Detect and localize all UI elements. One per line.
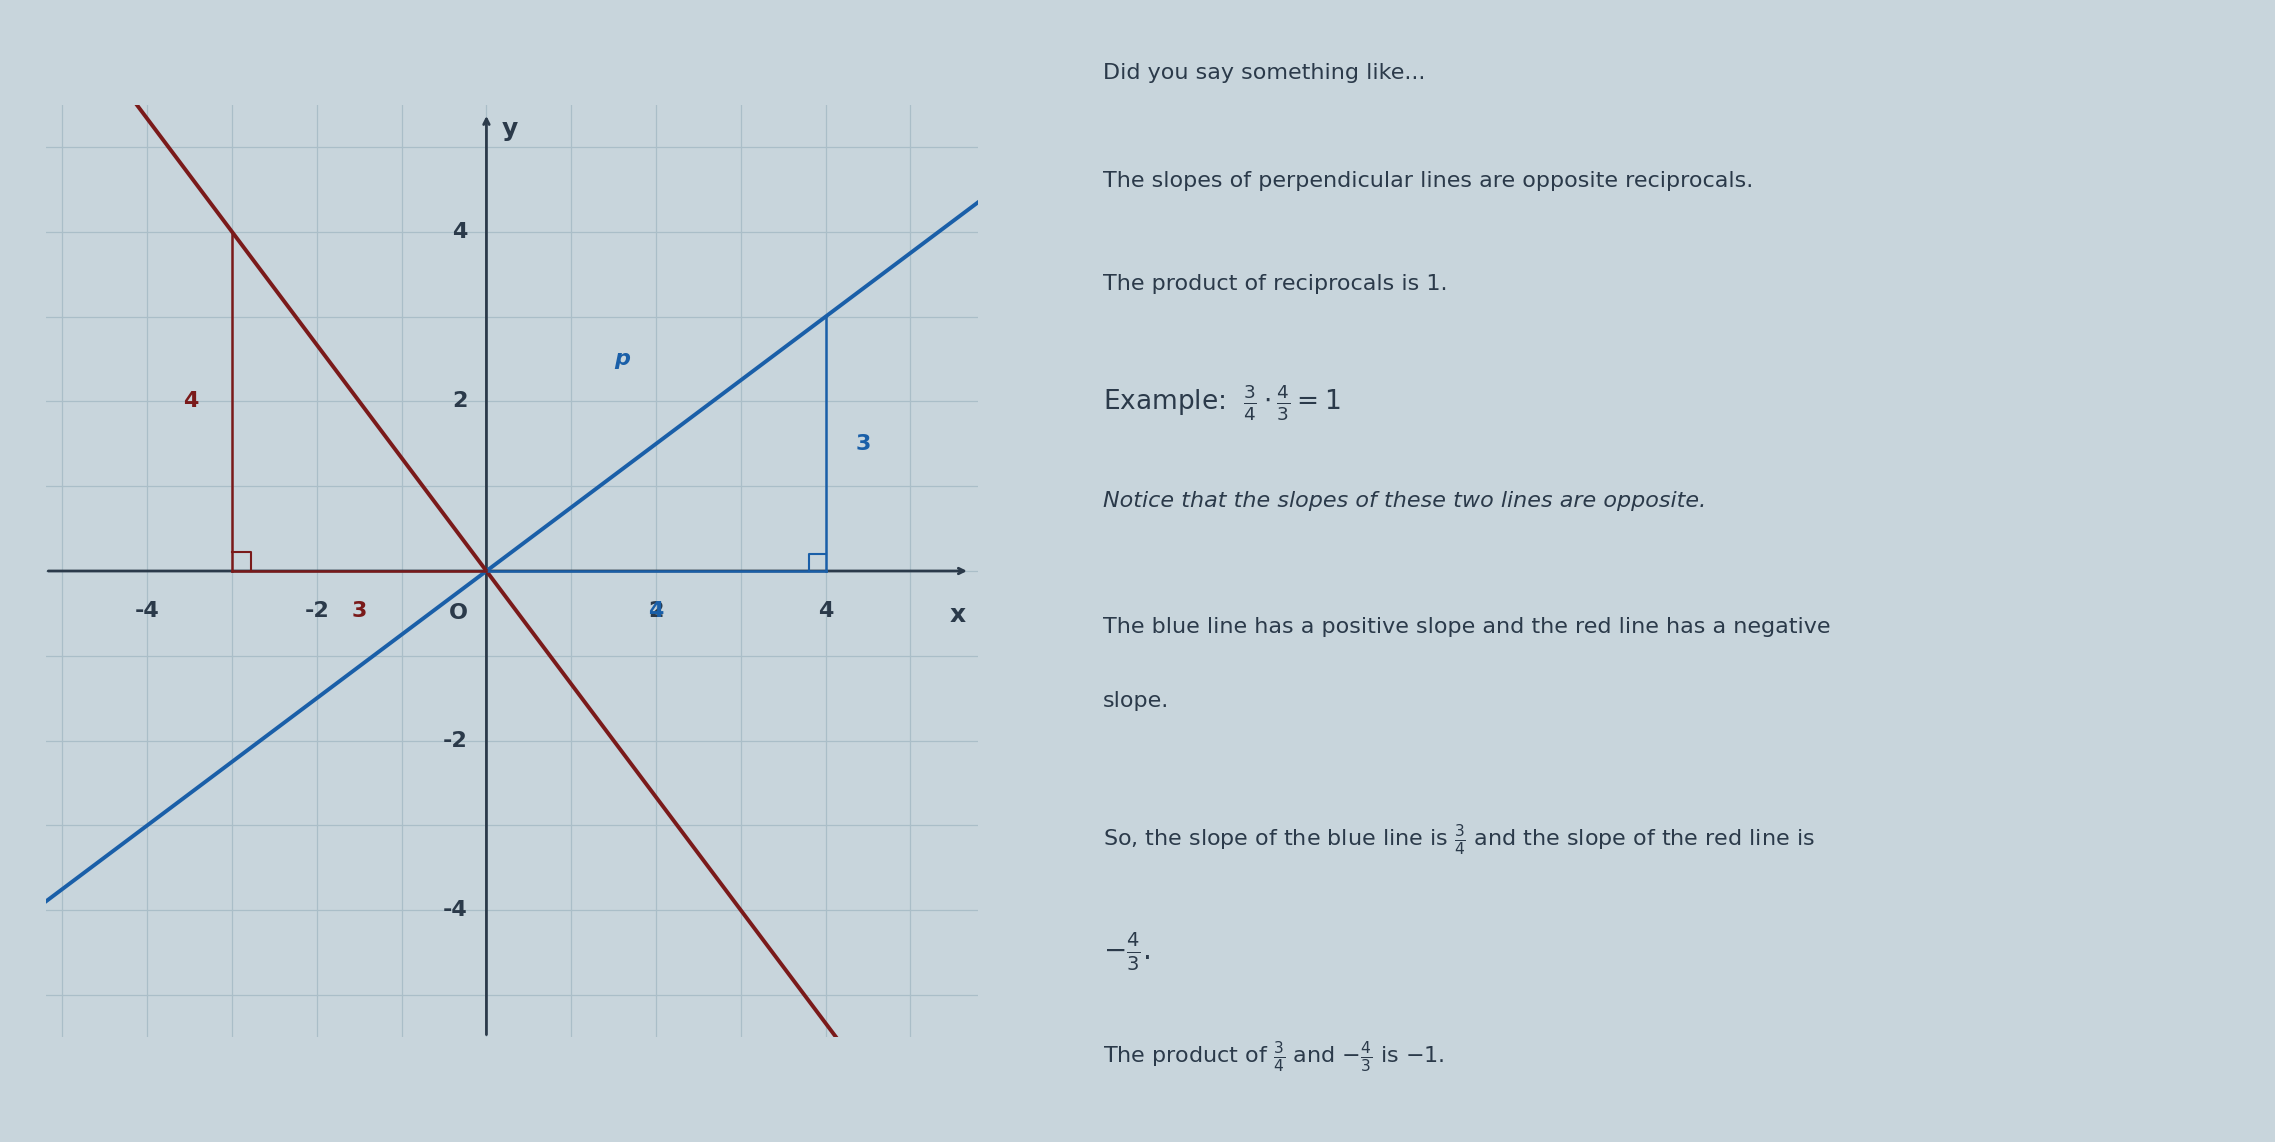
Text: How do the slopes of p...: How do the slopes of p...	[1040, 29, 1315, 49]
Text: Example:  $\frac{3}{4} \cdot \frac{4}{3} = 1$: Example: $\frac{3}{4} \cdot \frac{4}{3} …	[1103, 383, 1340, 423]
Text: Notice that the slopes of these two lines are opposite.: Notice that the slopes of these two line…	[1103, 491, 1706, 512]
Text: -4: -4	[134, 601, 159, 621]
Text: -2: -2	[444, 731, 469, 750]
Text: The product of $\frac{3}{4}$ and $-\frac{4}{3}$ is $-1$.: The product of $\frac{3}{4}$ and $-\frac…	[1103, 1039, 1445, 1075]
Text: So, the slope of the blue line is $\frac{3}{4}$ and the slope of the red line is: So, the slope of the blue line is $\frac…	[1103, 822, 1815, 858]
Text: p: p	[614, 349, 630, 369]
Text: x: x	[949, 603, 965, 627]
Text: 2: 2	[648, 601, 664, 621]
Text: 4: 4	[453, 222, 469, 242]
Text: 4: 4	[648, 601, 664, 621]
Text: y: y	[503, 118, 519, 142]
Text: The slopes of perpendicular lines are opposite reciprocals.: The slopes of perpendicular lines are op…	[1103, 171, 1754, 192]
Text: 3: 3	[855, 434, 871, 453]
Text: slope.: slope.	[1103, 691, 1169, 711]
Text: -2: -2	[305, 601, 330, 621]
Text: 3: 3	[353, 601, 366, 621]
Text: O: O	[448, 603, 469, 624]
Text: $-\frac{4}{3}$.: $-\frac{4}{3}$.	[1103, 931, 1149, 973]
Text: The product of reciprocals is 1.: The product of reciprocals is 1.	[1103, 274, 1447, 295]
Text: The blue line has a positive slope and the red line has a negative: The blue line has a positive slope and t…	[1103, 617, 1831, 637]
Text: 4: 4	[182, 392, 198, 411]
Text: 2: 2	[453, 392, 469, 411]
Text: Did you say something like...: Did you say something like...	[1103, 63, 1426, 83]
Text: -4: -4	[444, 900, 469, 920]
Text: 4: 4	[819, 601, 833, 621]
